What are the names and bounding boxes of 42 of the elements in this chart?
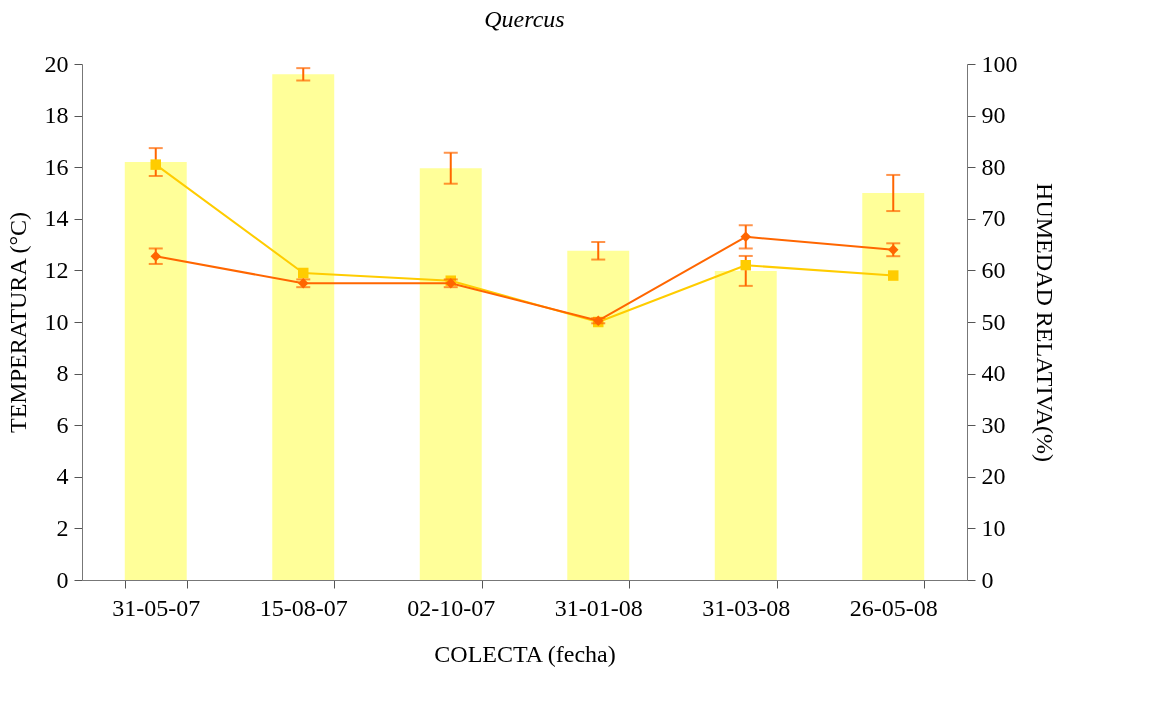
y2-tick-label: 40	[981, 360, 1006, 387]
point	[888, 270, 899, 281]
y-tick-label: 12	[44, 256, 69, 283]
point	[298, 267, 309, 279]
y2-tick-label: 100	[981, 50, 1018, 77]
x-tick-label: 31-03-08	[702, 594, 791, 621]
bar	[419, 168, 482, 580]
y2-axis-title: HUMEDAD RELATIVA(%)	[1031, 183, 1058, 462]
x-tick-label: 26-05-08	[849, 594, 938, 621]
chart-title: Quercus	[484, 6, 565, 32]
x-tick-label: 02-10-07	[407, 594, 496, 621]
y-tick-label: 16	[44, 153, 69, 180]
x-tick-label: 31-05-07	[112, 594, 201, 621]
x-tick-label: 31-01-08	[554, 594, 643, 621]
y-tick-label: 6	[56, 411, 69, 438]
y-tick-label: 10	[44, 308, 69, 335]
y-tick-label: 8	[56, 360, 69, 387]
point	[150, 159, 161, 170]
bar	[272, 74, 335, 580]
y2-tick-label: 20	[981, 463, 1006, 490]
y2-tick-label: 0	[981, 566, 994, 593]
y2-tick-label: 70	[981, 205, 1006, 232]
y2-tick-label: 10	[981, 514, 1006, 541]
y2-tick-label: 80	[981, 153, 1006, 180]
bar	[567, 250, 630, 580]
y-tick-label: 4	[56, 463, 69, 490]
y-tick-label: 20	[44, 50, 69, 77]
y-tick-label: 14	[44, 205, 69, 232]
y2-tick-label: 50	[981, 308, 1006, 335]
x-tick-label: 15-08-07	[259, 594, 348, 621]
point	[740, 260, 751, 271]
y-tick-label: 2	[56, 514, 69, 541]
y-axis-title: TEMPERATURA (°C)	[4, 212, 31, 433]
bar	[714, 270, 777, 580]
bar	[124, 162, 187, 580]
y-tick-label: 0	[56, 566, 69, 593]
x-axis-title: COLECTA (fecha)	[434, 640, 616, 667]
y2-tick-label: 60	[981, 256, 1006, 283]
y2-tick-label: 30	[981, 411, 1006, 438]
bar	[862, 193, 925, 580]
y2-tick-label: 90	[981, 102, 1006, 129]
y-tick-label: 18	[44, 102, 69, 129]
